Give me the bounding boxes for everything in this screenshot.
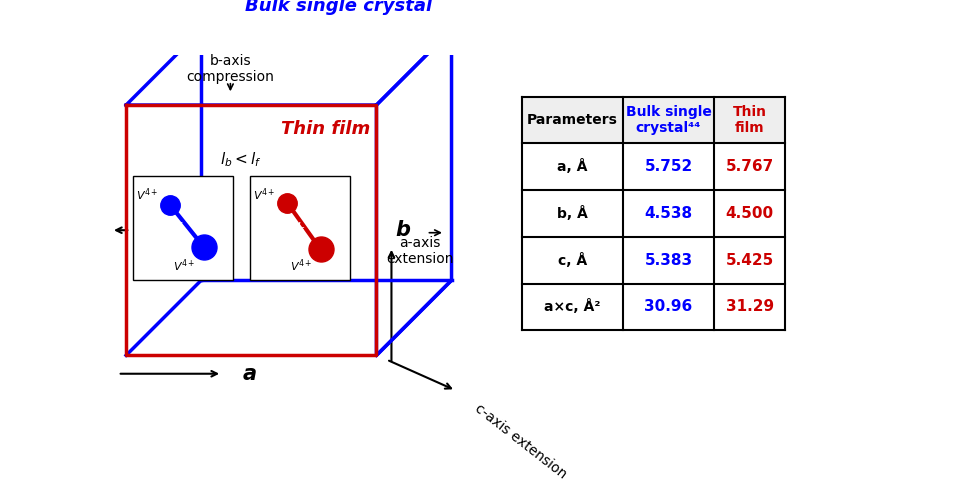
Text: 5.752: 5.752: [644, 159, 693, 174]
Text: 30.96: 30.96: [644, 299, 693, 314]
Bar: [250, 176, 350, 280]
Text: $V^{4+}$: $V^{4+}$: [136, 186, 159, 203]
Polygon shape: [126, 105, 376, 355]
Bar: [522, 190, 785, 237]
Polygon shape: [376, 30, 452, 355]
Text: Bulk single
crystal⁴⁴: Bulk single crystal⁴⁴: [626, 105, 711, 135]
Text: a-axis
extension: a-axis extension: [386, 236, 453, 266]
Text: $V^{4+}$: $V^{4+}$: [253, 186, 275, 203]
Bar: [522, 97, 785, 143]
Text: Thin film: Thin film: [280, 120, 370, 138]
Text: 4.500: 4.500: [726, 206, 774, 221]
Text: $l_b < l_f$: $l_b < l_f$: [221, 150, 262, 169]
Text: 5.767: 5.767: [726, 159, 774, 174]
Text: $l_b$: $l_b$: [178, 221, 189, 237]
Text: Bulk single crystal: Bulk single crystal: [245, 0, 432, 15]
Text: b: b: [395, 220, 411, 240]
Bar: [133, 176, 233, 280]
Text: $l_f$: $l_f$: [296, 221, 305, 237]
Bar: [522, 237, 785, 284]
Polygon shape: [126, 30, 452, 105]
Bar: [522, 143, 785, 190]
Text: a, Å: a, Å: [557, 159, 588, 174]
Text: 4.538: 4.538: [644, 206, 693, 221]
Text: a×c, Å²: a×c, Å²: [545, 299, 601, 314]
Text: b-axis
compression: b-axis compression: [186, 54, 274, 84]
Text: c, Å: c, Å: [558, 253, 587, 268]
Bar: [522, 284, 785, 330]
Text: $V^{4+}$: $V^{4+}$: [290, 257, 312, 274]
Text: 31.29: 31.29: [726, 299, 774, 314]
Text: $V^{4+}$: $V^{4+}$: [172, 257, 196, 274]
Text: Parameters: Parameters: [527, 113, 618, 127]
Text: c-axis extension: c-axis extension: [473, 401, 570, 482]
Text: 5.425: 5.425: [726, 253, 774, 268]
Text: b, Å: b, Å: [557, 206, 588, 221]
Text: 5.383: 5.383: [644, 253, 693, 268]
Text: Thin
film: Thin film: [733, 105, 766, 135]
Text: a: a: [243, 364, 257, 384]
